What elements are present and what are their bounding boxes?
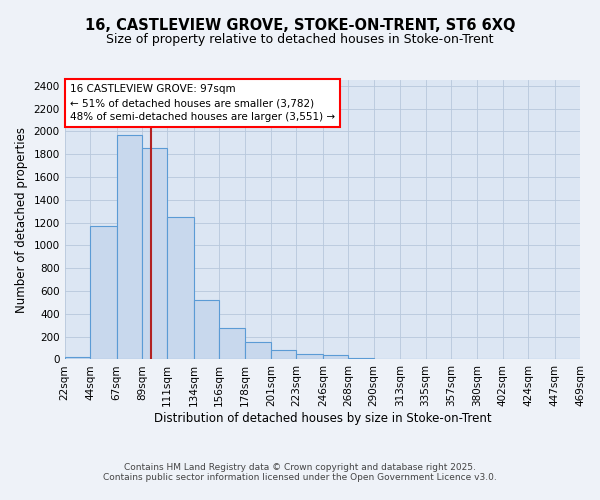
- Bar: [116, 135, 142, 360]
- Bar: [167, 217, 194, 360]
- Bar: [348, 358, 374, 360]
- Bar: [194, 300, 219, 360]
- X-axis label: Distribution of detached houses by size in Stoke-on-Trent: Distribution of detached houses by size …: [154, 412, 491, 425]
- Bar: [296, 354, 323, 360]
- Bar: [219, 328, 245, 360]
- Bar: [142, 148, 167, 360]
- Text: Contains public sector information licensed under the Open Government Licence v3: Contains public sector information licen…: [103, 472, 497, 482]
- Text: Size of property relative to detached houses in Stoke-on-Trent: Size of property relative to detached ho…: [106, 32, 494, 46]
- Bar: [374, 359, 400, 360]
- Bar: [65, 356, 90, 360]
- Bar: [90, 226, 116, 360]
- Text: 16, CASTLEVIEW GROVE, STOKE-ON-TRENT, ST6 6XQ: 16, CASTLEVIEW GROVE, STOKE-ON-TRENT, ST…: [85, 18, 515, 32]
- Bar: [245, 342, 271, 359]
- Text: Contains HM Land Registry data © Crown copyright and database right 2025.: Contains HM Land Registry data © Crown c…: [124, 462, 476, 471]
- Y-axis label: Number of detached properties: Number of detached properties: [15, 126, 28, 312]
- Bar: [271, 350, 296, 360]
- Text: 16 CASTLEVIEW GROVE: 97sqm
← 51% of detached houses are smaller (3,782)
48% of s: 16 CASTLEVIEW GROVE: 97sqm ← 51% of deta…: [70, 84, 335, 122]
- Bar: [323, 356, 348, 360]
